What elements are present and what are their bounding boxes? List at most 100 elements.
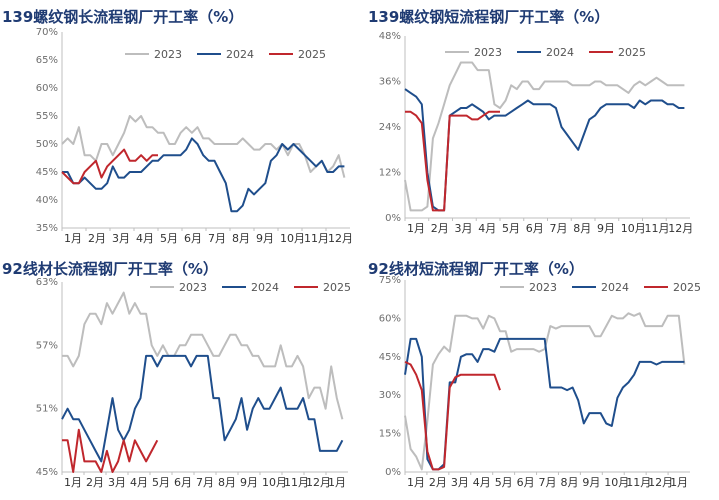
legend-label-2025: 2025 (673, 281, 701, 294)
chart-svg: 35% 40% 45% 50% 55% 60% 65% 70% 1月 2月 3月 4月 5月 6月 7月 8月… (36, 27, 353, 245)
x-tick-label: 8月 (573, 222, 591, 235)
x-tick-label: 9月 (597, 222, 615, 235)
chart-panel-2: 139螺纹钢短流程钢厂开工率（%） 0% 12% 24% 36% 48% 1月 2月 3月 4月… (360, 0, 719, 250)
y-tick-label: 40% (36, 195, 58, 206)
y-tick-label: 57% (36, 340, 58, 351)
x-tick-label: 9月 (240, 476, 258, 489)
y-tick-label: 0% (385, 213, 401, 224)
x-tick-label: 5月 (502, 222, 520, 235)
legend-label-2023: 2023 (154, 48, 182, 61)
x-tick-label: 12月 (328, 232, 353, 245)
x-tick-label: 7月 (539, 476, 557, 489)
x-tick-label: 10月 (262, 476, 287, 489)
legend-label-2023: 2023 (474, 46, 502, 59)
chart-panel-3: 92线材长流程钢厂开工率（%） 45% 51% 57% 63% 1月 2月 3月 4月 5月 6月… (0, 250, 360, 500)
legend-label-2025: 2025 (323, 281, 351, 294)
x-tick-label: 8月 (218, 476, 236, 489)
series-line-2023 (404, 312, 686, 471)
legend-label-2024: 2024 (226, 48, 254, 61)
x-tick-label: 3月 (455, 222, 473, 235)
x-tick-label: 10月 (621, 222, 646, 235)
x-tick-label: 7月 (550, 222, 568, 235)
x-tick-label: 4月 (473, 476, 491, 489)
x-tick-label: 12月 (668, 222, 693, 235)
x-tick-label: 6月 (526, 222, 544, 235)
chart-svg: 0% 15% 30% 45% 60% 75% 1月 2月 3月 4月 5月 6月 7月 8月 9月 10月11… (379, 275, 701, 489)
y-tick-label: 60% (36, 83, 58, 94)
y-tick-label: 45% (379, 352, 401, 363)
x-tick-label: 6月 (184, 232, 202, 245)
x-tick-label: 11月 (626, 476, 651, 489)
x-tick-label: 7月 (208, 232, 226, 245)
series-line-2024 (62, 137, 345, 213)
legend-label-2025: 2025 (618, 46, 646, 59)
y-tick-label: 30% (379, 390, 401, 401)
y-tick-label: 60% (379, 313, 401, 324)
y-tick-label: 0% (385, 467, 401, 478)
y-tick-label: 12% (379, 168, 401, 179)
x-tick-label: 3月 (108, 476, 126, 489)
x-tick-label: 4月 (136, 232, 154, 245)
chart-svg: 45%51%57%63%1月 2月 3月 4月 5月 6月 7月 8月 9月 10月11月12月1… (36, 277, 351, 489)
x-tick-label: 1月 (64, 232, 82, 245)
x-tick-label: 4月 (130, 476, 148, 489)
x-tick-label: 8月 (232, 232, 250, 245)
y-tick-label: 35% (36, 223, 58, 234)
x-tick-label: 5月 (160, 232, 178, 245)
y-tick-label: 70% (36, 27, 58, 38)
x-tick-label: 3月 (112, 232, 130, 245)
y-tick-label: 55% (36, 111, 58, 122)
series-line-2023 (404, 61, 685, 212)
x-tick-label: 12月 (306, 476, 331, 489)
x-tick-label: 11月 (645, 222, 670, 235)
chart-title: 139螺纹钢短流程钢厂开工率（%） (368, 8, 610, 26)
y-tick-label: 24% (379, 122, 401, 133)
y-tick-label: 36% (379, 77, 401, 88)
y-tick-label: 15% (379, 429, 401, 440)
chart-svg: 0% 12% 24% 36% 48% 1月 2月 3月 4月 5月 6月 7月 8月 9月 10月11月12… (379, 31, 693, 235)
x-tick-label: 10月 (604, 476, 629, 489)
x-tick-label: 11月 (304, 232, 329, 245)
x-tick-label: 2月 (86, 476, 104, 489)
x-tick-label: 12月 (648, 476, 673, 489)
series-line-2023 (62, 291, 344, 420)
y-tick-label: 50% (36, 139, 58, 150)
legend-label-2024: 2024 (546, 46, 574, 59)
series-line-2025 (405, 110, 500, 212)
series-line-2024 (404, 88, 685, 212)
x-tick-label: 8月 (560, 476, 578, 489)
x-tick-label: 1月 (328, 476, 346, 489)
y-tick-label: 45% (36, 467, 58, 478)
y-tick-label: 51% (36, 404, 58, 415)
legend-label-2024: 2024 (601, 281, 629, 294)
x-tick-label: 5月 (495, 476, 513, 489)
legend-label-2024: 2024 (251, 281, 279, 294)
chart-title: 92线材短流程钢厂开工率（%） (368, 260, 584, 278)
chart-panel-4: 92线材短流程钢厂开工率（%） 0% 15% 30% 45% 60% 75% 1月 2月 3月 4… (360, 250, 719, 500)
y-tick-label: 63% (36, 277, 58, 288)
legend-label-2023: 2023 (179, 281, 207, 294)
x-tick-label: 1月 (64, 476, 82, 489)
y-tick-label: 65% (36, 55, 58, 66)
series-line-2025 (62, 428, 159, 473)
y-tick-label: 45% (36, 167, 58, 178)
x-tick-label: 5月 (152, 476, 170, 489)
series-line-2023 (61, 115, 346, 178)
series-line-2024 (61, 354, 344, 463)
x-tick-label: 10月 (280, 232, 305, 245)
x-tick-label: 2月 (429, 476, 447, 489)
x-tick-label: 1月 (407, 222, 425, 235)
y-tick-label: 48% (379, 31, 401, 42)
x-tick-label: 9月 (256, 232, 274, 245)
series-line-2024 (404, 337, 685, 471)
x-tick-label: 9月 (582, 476, 600, 489)
x-tick-label: 2月 (431, 222, 449, 235)
legend-label-2025: 2025 (298, 48, 326, 61)
series-line-2025 (61, 148, 158, 185)
chart-title: 92线材长流程钢厂开工率（%） (2, 260, 218, 278)
legend-label-2023: 2023 (529, 281, 557, 294)
x-tick-label: 3月 (451, 476, 469, 489)
chart-panel-1: 139螺纹钢长流程钢厂开工率（%） 35% 40% 45% 50% 55% 60% 65% 7… (0, 0, 360, 250)
x-tick-label: 7月 (196, 476, 214, 489)
x-tick-label: 6月 (174, 476, 192, 489)
